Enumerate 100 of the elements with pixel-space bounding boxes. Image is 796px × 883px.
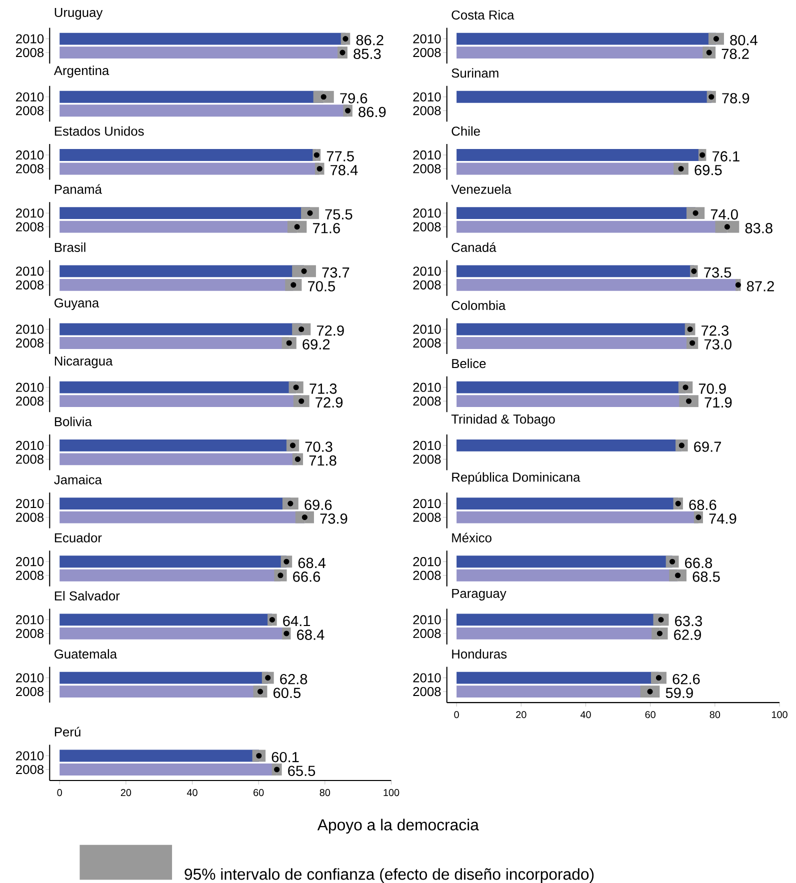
chart-title: Surinam bbox=[451, 68, 498, 78]
data-label: 86.2 bbox=[356, 34, 384, 46]
chart-title: Perú bbox=[54, 726, 80, 737]
data-label: 79.6 bbox=[340, 93, 367, 104]
data-label: 74.9 bbox=[709, 513, 736, 524]
data-label: 62.6 bbox=[672, 674, 700, 684]
chart-title: Brasil bbox=[54, 242, 86, 252]
y-tick-label: 2008 bbox=[16, 764, 44, 774]
data-label: 87.2 bbox=[746, 281, 774, 292]
chart-title: Uruguay bbox=[54, 8, 102, 20]
data-label: 71.3 bbox=[309, 384, 336, 394]
y-tick-label: 2008 bbox=[413, 396, 441, 406]
data-label: 83.8 bbox=[745, 223, 772, 234]
data-label: 62.8 bbox=[280, 674, 307, 684]
chart-title: Canadá bbox=[452, 242, 496, 252]
data-label: 77.5 bbox=[326, 151, 354, 162]
data-label: 78.2 bbox=[722, 48, 749, 60]
y-tick-label: 2008 bbox=[413, 512, 441, 522]
data-label: 76.1 bbox=[712, 151, 740, 162]
y-tick-label: 2008 bbox=[16, 570, 44, 580]
y-tick-label: 2010 bbox=[16, 92, 44, 102]
data-label: 68.4 bbox=[298, 558, 326, 568]
x-tick-label: 80 bbox=[710, 711, 720, 718]
data-label: 66.6 bbox=[292, 572, 320, 582]
y-tick-label: 2010 bbox=[16, 324, 44, 334]
y-tick-label: 2010 bbox=[16, 208, 44, 218]
data-label: 86.9 bbox=[358, 106, 386, 118]
y-tick-label: 2010 bbox=[16, 266, 44, 276]
y-tick-label: 2008 bbox=[413, 338, 441, 348]
chart-title: República Dominicana bbox=[452, 472, 580, 484]
data-label: 60.5 bbox=[273, 688, 300, 698]
data-label: 73.5 bbox=[704, 267, 731, 278]
x-tick-label: 40 bbox=[580, 711, 591, 718]
y-tick-label: 2008 bbox=[16, 628, 44, 638]
data-label: 71.8 bbox=[309, 455, 336, 466]
y-tick-label: 2010 bbox=[16, 673, 44, 682]
y-tick-label: 2008 bbox=[16, 454, 44, 464]
x-tick-label: 100 bbox=[384, 789, 399, 796]
chart-title: Paraguay bbox=[452, 588, 506, 601]
x-tick-label: 100 bbox=[772, 711, 788, 718]
data-label: 78.4 bbox=[330, 164, 358, 176]
chart-title: El Salvador bbox=[54, 591, 120, 601]
x-tick-label: 0 bbox=[57, 789, 62, 796]
data-label: 68.4 bbox=[296, 630, 324, 640]
chart-title: Ecuador bbox=[54, 532, 102, 542]
data-label: 59.9 bbox=[666, 688, 693, 698]
data-label: 73.0 bbox=[704, 339, 732, 350]
data-label: 72.3 bbox=[701, 325, 728, 336]
x-tick-label: 60 bbox=[253, 789, 264, 796]
y-tick-label: 2010 bbox=[413, 673, 441, 682]
y-tick-label: 2010 bbox=[413, 92, 441, 102]
chart-title: Argentina bbox=[54, 66, 109, 78]
y-tick-label: 2008 bbox=[16, 222, 44, 232]
chart-title: Estados Unidos bbox=[54, 126, 144, 136]
chart-title: Panamá bbox=[54, 184, 102, 194]
y-tick-label: 2008 bbox=[16, 280, 44, 290]
y-tick-label: 2008 bbox=[16, 164, 44, 174]
y-tick-label: 2008 bbox=[16, 396, 44, 406]
y-tick-label: 2010 bbox=[413, 324, 441, 334]
y-tick-label: 2008 bbox=[16, 106, 44, 116]
y-tick-label: 2010 bbox=[413, 498, 441, 508]
y-tick-label: 2010 bbox=[413, 150, 441, 160]
y-tick-label: 2010 bbox=[413, 382, 441, 392]
y-tick-label: 2010 bbox=[16, 150, 44, 160]
data-label: 71.9 bbox=[704, 397, 732, 408]
x-axis-title: Apoyo a la democracia bbox=[317, 818, 479, 834]
x-tick-label: 80 bbox=[320, 789, 330, 796]
data-label: 60.1 bbox=[272, 752, 299, 762]
y-tick-label: 2008 bbox=[413, 628, 441, 638]
y-tick-label: 2010 bbox=[413, 34, 441, 44]
data-label: 69.2 bbox=[302, 339, 330, 350]
data-label: 85.3 bbox=[353, 48, 381, 60]
data-label: 65.5 bbox=[288, 766, 315, 776]
y-tick-label: 2008 bbox=[413, 164, 441, 174]
data-label: 73.9 bbox=[320, 513, 348, 524]
y-tick-label: 2010 bbox=[16, 498, 44, 508]
chart-title: Guatemala bbox=[54, 649, 117, 659]
x-tick-label: 40 bbox=[186, 789, 198, 796]
chart-title: Costa Rica bbox=[452, 10, 514, 20]
chart-title: Trinidad & Tobago bbox=[451, 414, 555, 426]
y-tick-label: 2008 bbox=[413, 106, 441, 116]
y-tick-label: 2010 bbox=[413, 557, 441, 566]
y-tick-label: 2008 bbox=[413, 222, 441, 232]
x-tick-label: 20 bbox=[120, 789, 131, 796]
y-tick-label: 2008 bbox=[16, 338, 44, 348]
x-tick-label: 20 bbox=[516, 711, 526, 718]
y-tick-label: 2008 bbox=[413, 48, 441, 58]
chart-title: Belice bbox=[452, 358, 486, 368]
data-label: 72.9 bbox=[316, 325, 344, 336]
data-label: 71.6 bbox=[312, 223, 340, 234]
data-label: 69.5 bbox=[694, 164, 722, 176]
chart-title: Nicaragua bbox=[54, 356, 113, 368]
chart-title: Guyana bbox=[54, 298, 99, 310]
chart-title: México bbox=[452, 532, 492, 542]
y-tick-label: 2010 bbox=[16, 557, 44, 566]
y-tick-label: 2010 bbox=[413, 266, 441, 276]
y-tick-label: 2010 bbox=[16, 34, 44, 44]
data-label: 80.4 bbox=[730, 34, 758, 46]
y-tick-label: 2010 bbox=[413, 440, 441, 450]
data-label: 69.6 bbox=[304, 500, 332, 510]
